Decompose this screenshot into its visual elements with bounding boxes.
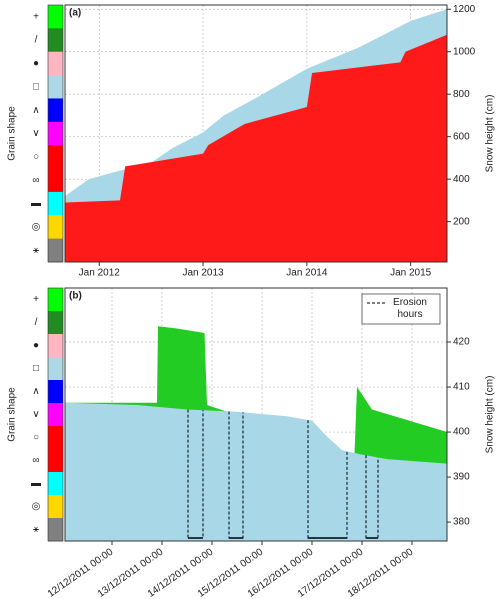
grain-symbol: ○ — [33, 432, 39, 443]
grain-axis-label: Grain shape — [7, 387, 18, 442]
y-tick-label: 380 — [453, 517, 470, 528]
grain-swatch — [48, 121, 63, 146]
grain-symbol: ◎ — [32, 222, 41, 233]
grain-swatch — [48, 449, 63, 473]
y-tick-label: 800 — [453, 89, 470, 100]
grain-symbol: ⚹ — [33, 245, 39, 256]
y-tick-label: 200 — [453, 216, 470, 227]
grain-symbol: ∞ — [32, 455, 39, 466]
erosion-legend-label: Erosion hours — [393, 297, 427, 320]
grain-bar-frame — [47, 4, 64, 263]
snow-area — [65, 402, 447, 541]
grain-symbol: / — [35, 35, 38, 46]
grain-swatch — [48, 238, 63, 263]
grain-swatch — [48, 472, 63, 496]
grain-swatch — [48, 403, 63, 427]
erosion-legend-box — [361, 293, 441, 325]
grain-swatch — [48, 495, 63, 519]
grain-swatch — [48, 145, 63, 170]
y-axis-label: Snow height (cm) — [485, 95, 496, 173]
grain-symbol: ○ — [33, 152, 39, 163]
grain-symbol: / — [35, 317, 38, 328]
grain-symbol: □ — [33, 81, 39, 92]
grain-symbol: ∧ — [32, 105, 39, 116]
y-tick-label: 390 — [453, 472, 470, 483]
grain-swatch — [48, 191, 63, 216]
x-tick-label: Jan 2013 — [182, 268, 224, 279]
grain-swatch — [48, 357, 63, 381]
y-tick-label: 420 — [453, 337, 470, 348]
y-tick-label: 410 — [453, 382, 470, 393]
grain-bar-frame — [47, 287, 64, 542]
grain-swatch — [48, 334, 63, 358]
grain-symbol: ▬ — [31, 198, 41, 209]
grain-symbol: □ — [33, 363, 39, 374]
grain-swatch — [48, 426, 63, 450]
panel-label: (a) — [69, 8, 81, 19]
grain-symbol: + — [33, 11, 39, 22]
x-tick-label: Jan 2015 — [390, 268, 432, 279]
grain-symbol: ▬ — [31, 478, 41, 489]
grain-swatch — [48, 5, 63, 29]
grain-symbol: ∧ — [32, 386, 39, 397]
x-tick-label: Jan 2012 — [79, 268, 121, 279]
y-tick-label: 400 — [453, 174, 470, 185]
y-tick-label: 600 — [453, 131, 470, 142]
erosion-period — [365, 455, 379, 539]
grain-symbol: ⚹ — [33, 524, 39, 535]
grain-swatch — [48, 28, 63, 53]
grain-swatch — [48, 75, 63, 99]
plot-frame — [64, 287, 448, 542]
grain-swatch — [48, 518, 63, 542]
grain-swatch — [48, 168, 63, 193]
plot-frame — [64, 4, 448, 263]
grain-swatch — [48, 98, 63, 123]
grain-swatch — [48, 311, 63, 335]
grain-symbol: + — [33, 294, 39, 305]
y-tick-label: 400 — [453, 427, 470, 438]
y-tick-label: 1000 — [453, 46, 476, 57]
grain-symbol: ∨ — [32, 128, 39, 139]
grain-swatch — [48, 51, 63, 76]
snow-area — [65, 34, 447, 263]
grain-axis-label: Grain shape — [7, 106, 18, 161]
y-tick-label: 1200 — [453, 4, 476, 15]
grain-symbol: ● — [33, 58, 39, 69]
grain-swatch — [48, 288, 63, 312]
grain-swatch — [48, 215, 63, 240]
x-tick-label: Jan 2014 — [286, 268, 328, 279]
grain-symbol: ◎ — [32, 501, 41, 512]
panel-label: (b) — [69, 291, 82, 302]
y-axis-label: Snow height (cm) — [485, 376, 496, 454]
grain-symbol: ∨ — [32, 409, 39, 420]
grain-symbol: ∞ — [32, 175, 39, 186]
grain-swatch — [48, 380, 63, 404]
grain-symbol: ● — [33, 340, 39, 351]
